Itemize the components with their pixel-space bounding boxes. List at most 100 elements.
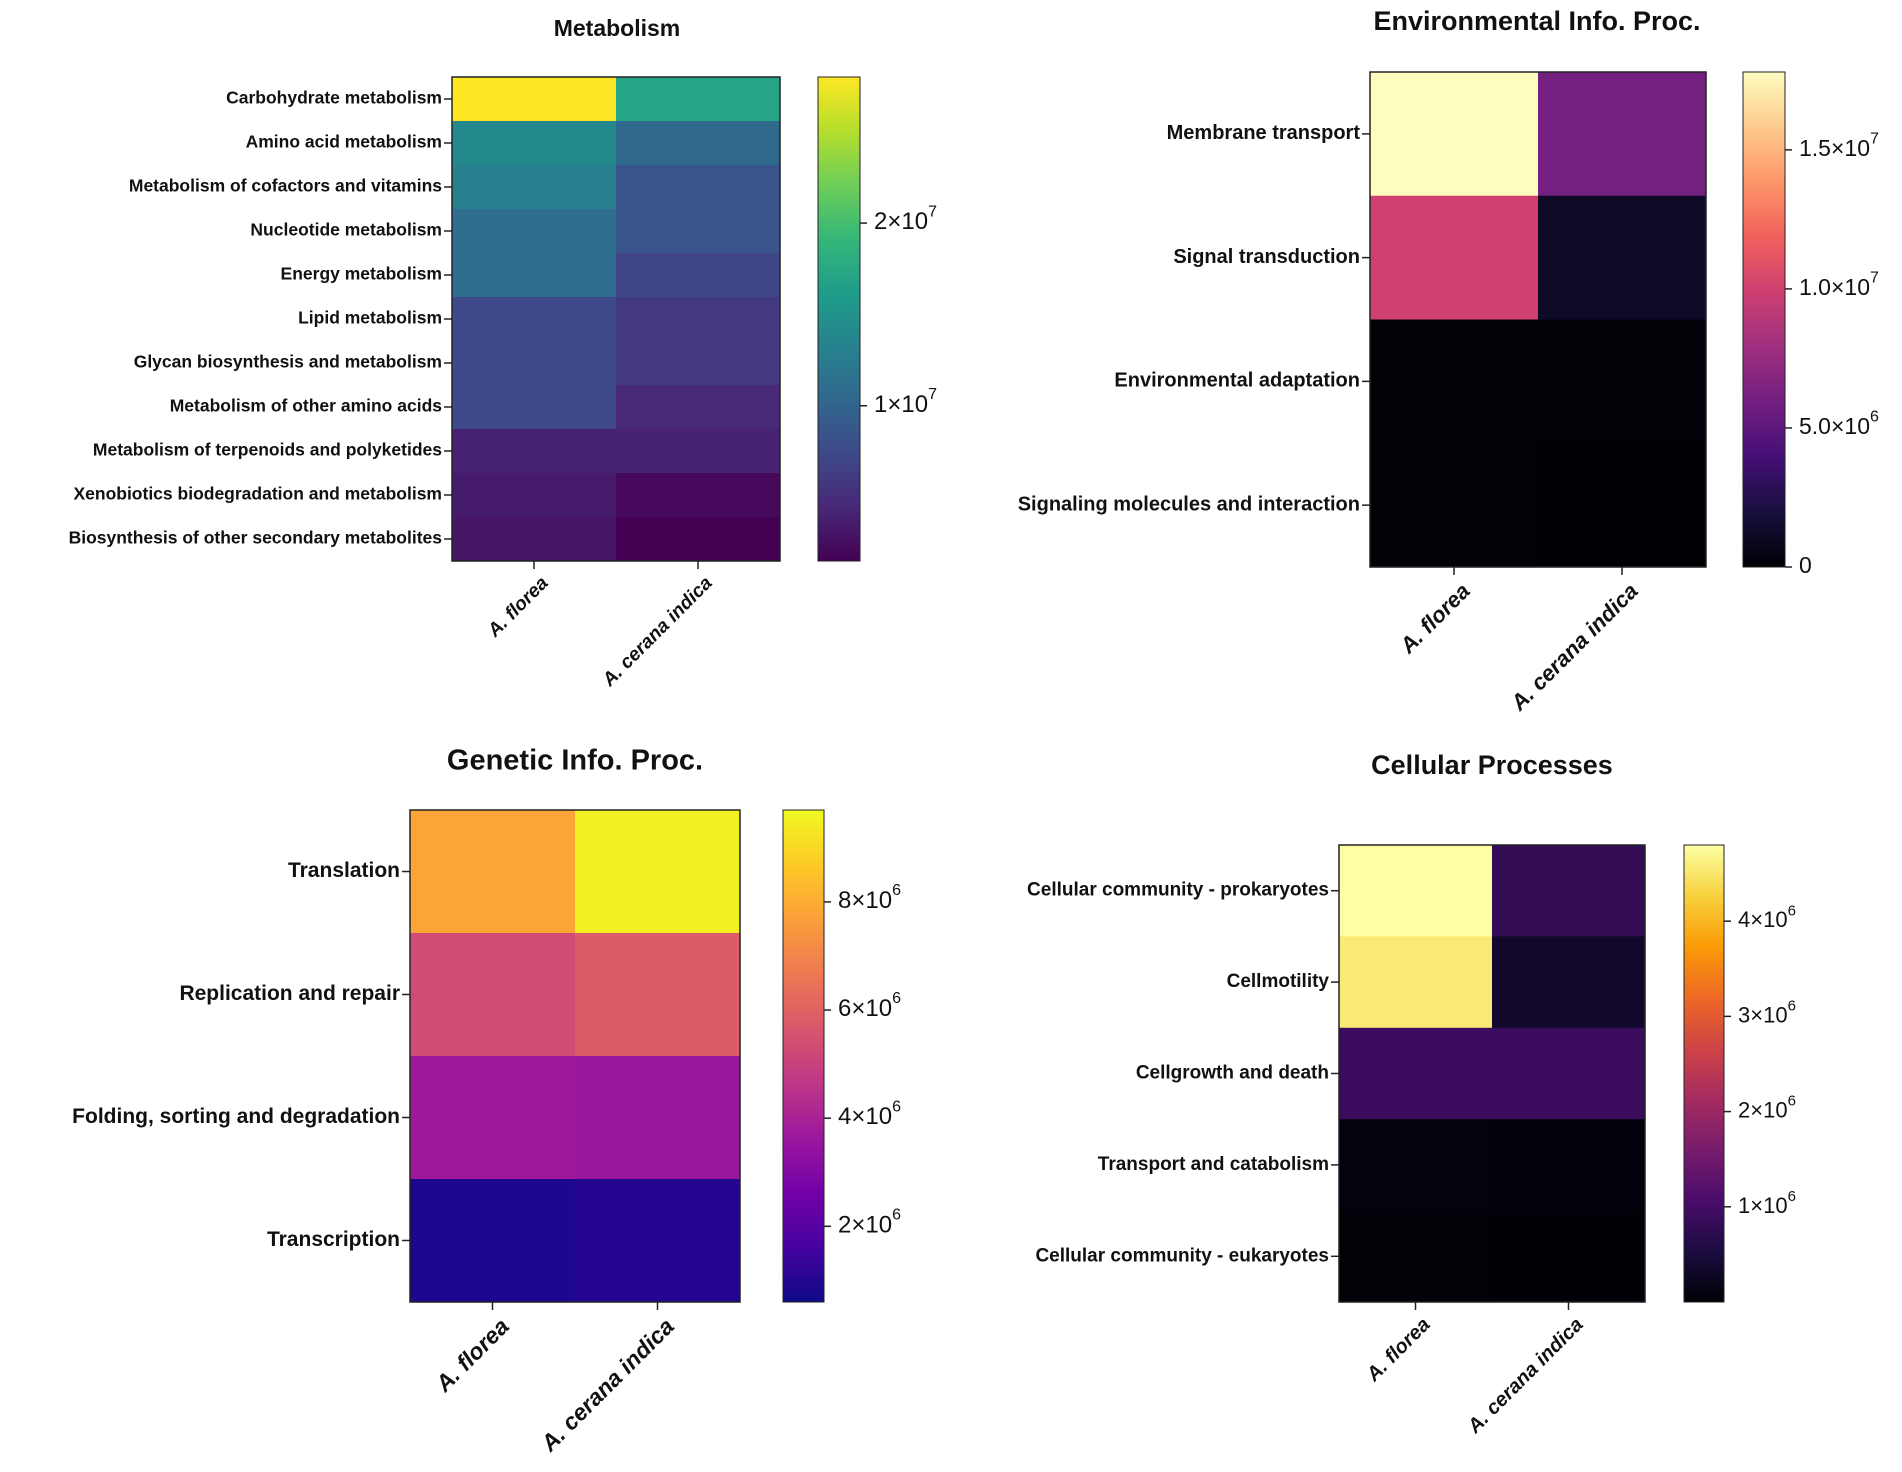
heatmap-cell [452, 253, 617, 298]
heatmap-cell [616, 385, 781, 430]
heatmap-cell [616, 165, 781, 210]
colorbar-tick-label: 6×106 [838, 990, 901, 1022]
heatmap-cell [616, 429, 781, 474]
heatmap-cell [452, 209, 617, 254]
heatmap-cell [1370, 443, 1539, 568]
heatmap-cell [410, 1179, 576, 1303]
heatmap-cell [1538, 195, 1707, 320]
row-label: Cellular community - eukaryotes [1035, 1245, 1329, 1266]
row-label: Signal transduction [1173, 246, 1360, 268]
heatmap-cell [616, 121, 781, 166]
colorbar-tick-label: 2×107 [874, 204, 937, 236]
colorbar-tick-label: 2×106 [1738, 1093, 1796, 1123]
column-label: A. florea [430, 1313, 514, 1397]
heatmap-cell [575, 810, 741, 934]
colorbar [817, 76, 861, 562]
chart-title: Metabolism [554, 15, 681, 41]
column-label: A. florea [483, 572, 553, 642]
colorbar [1683, 844, 1725, 1303]
row-label: Amino acid metabolism [246, 132, 442, 152]
row-label: Cellgrowth and death [1136, 1063, 1329, 1084]
panel-genetic: Genetic Info. Proc. Translation Replicatio… [72, 745, 901, 1457]
colorbar-tick-label: 5.0×106 [1799, 409, 1879, 439]
heatmap-cell [575, 933, 741, 1057]
heatmap-cell [452, 341, 617, 386]
row-label: Transcription [267, 1228, 400, 1251]
heatmap-cell [1492, 1119, 1646, 1212]
heatmap-cell [410, 810, 576, 934]
row-label: Cellmotility [1227, 971, 1330, 992]
heatmap-cell [1492, 1027, 1646, 1120]
row-label: Signaling molecules and interaction [1018, 493, 1360, 515]
colorbar-tick-label: 1×107 [874, 386, 937, 418]
colorbar-tick-label: 1.5×107 [1799, 131, 1879, 161]
heatmap-cell [575, 1179, 741, 1303]
row-label: Membrane transport [1167, 122, 1361, 144]
panel-cellular: Cellular Processes Cellular community - p… [1027, 750, 1796, 1438]
heatmap-cell [1370, 195, 1539, 320]
colorbar-tick-label: 8×106 [838, 882, 901, 914]
heatmap-cell [616, 77, 781, 122]
heatmap-cell [452, 429, 617, 474]
colorbar [782, 809, 825, 1303]
row-label: Metabolism of cofactors and vitamins [129, 176, 442, 196]
colorbar-tick-label: 0 [1799, 552, 1812, 578]
colorbar-tick-label: 4×106 [1738, 902, 1796, 932]
column-label: A. florea [1362, 1314, 1435, 1387]
heatmap-cell [1492, 845, 1646, 937]
heatmap-cell [452, 77, 617, 122]
column-label: A. cerana indica [535, 1313, 679, 1457]
heatmap-cell [452, 385, 617, 430]
chart-title: Environmental Info. Proc. [1373, 6, 1700, 36]
heatmap-cell [616, 209, 781, 254]
heatmap-cell [616, 517, 781, 562]
heatmap-cell [452, 297, 617, 342]
colorbar-tick-label: 1×106 [1738, 1188, 1796, 1218]
heatmap-cell [452, 517, 617, 562]
column-label: A. florea [1394, 578, 1475, 659]
heatmap-frame [409, 809, 741, 1303]
heatmap-cell [1339, 936, 1493, 1029]
column-label: A. cerana indica [1463, 1314, 1588, 1439]
row-label: Replication and repair [179, 982, 400, 1005]
colorbar-tick-label: 4×106 [838, 1099, 901, 1131]
heatmap-frame [1369, 71, 1707, 568]
heatmap-cell [1370, 319, 1539, 444]
colorbar [1742, 71, 1786, 568]
row-label: Folding, sorting and degradation [72, 1105, 400, 1128]
heatmap-cell [1538, 443, 1707, 568]
row-label: Biosynthesis of other secondary metaboli… [69, 528, 443, 548]
row-label: Energy metabolism [281, 264, 442, 284]
heatmap-cell [616, 473, 781, 518]
row-label: Environmental adaptation [1114, 370, 1360, 392]
row-label: Cellular community - prokaryotes [1027, 880, 1329, 901]
heatmap-cell [616, 297, 781, 342]
heatmap-cell [1339, 845, 1493, 937]
heatmap-cell [1339, 1119, 1493, 1212]
colorbar-tick-label: 2×106 [838, 1207, 901, 1239]
row-label: Metabolism of other amino acids [170, 396, 443, 416]
column-label: A. cerana indica [1505, 578, 1643, 716]
colorbar-tick-label: 3×106 [1738, 997, 1796, 1027]
heatmap-cell [1492, 936, 1646, 1029]
heatmap-cell [1339, 1027, 1493, 1120]
heatmap-cell [1492, 1210, 1646, 1303]
heatmap-cell [452, 165, 617, 210]
panel-metabolism: Metabolism Carbohydrate metabolism Amino a… [69, 15, 938, 691]
chart-title: Cellular Processes [1371, 750, 1613, 780]
heatmap-cell [1538, 319, 1707, 444]
row-label: Translation [288, 859, 400, 882]
row-label: Lipid metabolism [298, 308, 442, 328]
row-label: Xenobiotics biodegradation and metabolis… [73, 484, 442, 504]
heatmap-cell [616, 341, 781, 386]
heatmap-cell [616, 253, 781, 298]
chart-title: Genetic Info. Proc. [447, 745, 703, 777]
row-label: Carbohydrate metabolism [226, 88, 442, 108]
heatmap-cell [410, 933, 576, 1057]
row-label: Glycan biosynthesis and metabolism [134, 352, 442, 372]
panel-environmental: Environmental Info. Proc. Membrane transp… [1018, 6, 1879, 716]
heatmap-cell [1370, 72, 1539, 197]
heatmap-cell [452, 473, 617, 518]
row-label: Nucleotide metabolism [250, 220, 442, 240]
